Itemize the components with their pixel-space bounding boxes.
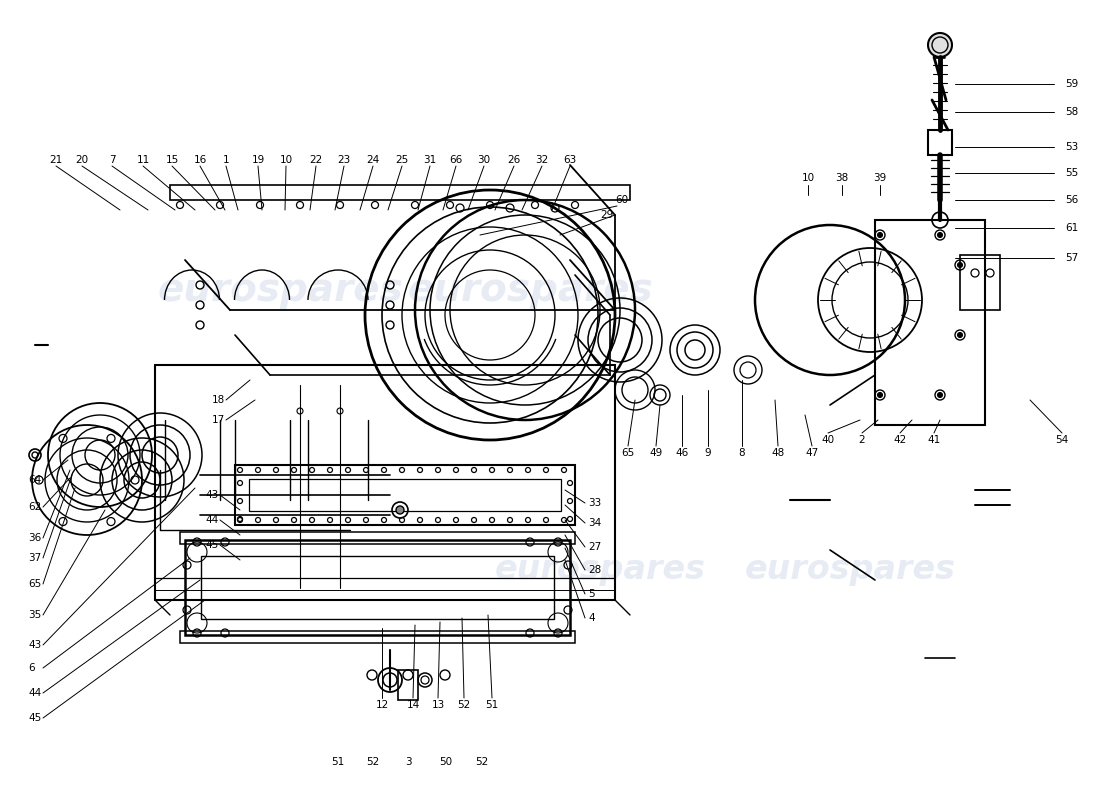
Bar [249,479,561,511]
Text: 5: 5 [588,589,595,599]
Text: 36: 36 [28,533,42,543]
Circle shape [878,393,882,398]
Text: 60: 60 [615,195,628,205]
Text: 42: 42 [893,435,906,445]
Bar [180,532,575,544]
Bar [180,631,575,643]
Bar [398,670,418,700]
Text: 41: 41 [927,435,940,445]
Text: eurospares: eurospares [157,271,403,309]
Text: 24: 24 [366,155,379,165]
Text: 52: 52 [475,757,488,767]
Text: 9: 9 [705,448,712,458]
Text: 55: 55 [1065,168,1078,178]
Text: 29: 29 [601,210,614,220]
Text: 44: 44 [28,688,42,698]
Text: 10: 10 [802,173,815,183]
Text: 16: 16 [194,155,207,165]
Text: 37: 37 [28,553,42,563]
Text: 53: 53 [1065,142,1078,152]
Text: 33: 33 [588,498,602,508]
Bar [170,185,630,200]
Text: 65: 65 [621,448,635,458]
Text: 43: 43 [206,490,219,500]
Text: 19: 19 [252,155,265,165]
Bar [874,220,984,425]
Text: 40: 40 [822,435,835,445]
Text: 39: 39 [873,173,887,183]
Text: 44: 44 [206,515,219,525]
Text: 23: 23 [338,155,351,165]
Text: 50: 50 [439,757,452,767]
Text: 1: 1 [222,155,229,165]
Text: 28: 28 [588,565,602,575]
Text: eurospares: eurospares [495,554,705,586]
Text: 58: 58 [1065,107,1078,117]
Text: 12: 12 [375,700,388,710]
Text: 63: 63 [563,155,576,165]
Text: 46: 46 [675,448,689,458]
Text: 45: 45 [206,540,219,550]
Text: 52: 52 [366,757,379,767]
Bar [960,255,1000,310]
Bar [235,465,575,525]
Text: 30: 30 [477,155,491,165]
Circle shape [957,262,962,267]
Text: 62: 62 [28,502,42,512]
Text: 20: 20 [76,155,89,165]
Text: 17: 17 [211,415,224,425]
Text: 65: 65 [28,579,42,589]
Text: 43: 43 [28,640,42,650]
Text: 11: 11 [136,155,150,165]
Circle shape [957,333,962,338]
Text: 38: 38 [835,173,848,183]
Text: 51: 51 [485,700,498,710]
Text: 32: 32 [536,155,549,165]
Text: 48: 48 [771,448,784,458]
Text: 51: 51 [331,757,344,767]
Text: 22: 22 [309,155,322,165]
Text: 6: 6 [28,663,34,673]
Text: 7: 7 [109,155,116,165]
Bar [928,130,952,155]
Text: eurospares: eurospares [745,554,956,586]
Text: 56: 56 [1065,195,1078,205]
Text: 35: 35 [28,610,42,620]
Text: 10: 10 [279,155,293,165]
Text: 13: 13 [431,700,444,710]
Text: 4: 4 [588,613,595,623]
Text: 2: 2 [859,435,866,445]
Text: 61: 61 [1065,223,1078,233]
Circle shape [937,393,943,398]
Text: 64: 64 [28,475,42,485]
Text: 57: 57 [1065,253,1078,263]
Text: 59: 59 [1065,79,1078,89]
Circle shape [937,233,943,238]
Circle shape [928,33,952,57]
Text: 8: 8 [739,448,746,458]
Text: 26: 26 [507,155,520,165]
Text: eurospares: eurospares [407,271,653,309]
Text: 45: 45 [28,713,42,723]
Circle shape [396,506,404,514]
Text: 52: 52 [458,700,471,710]
Bar [185,540,570,635]
Text: 15: 15 [165,155,178,165]
Text: 54: 54 [1055,435,1068,445]
Text: 66: 66 [450,155,463,165]
Circle shape [878,233,882,238]
Text: 21: 21 [50,155,63,165]
Text: 31: 31 [424,155,437,165]
Bar [201,556,554,619]
Text: 47: 47 [805,448,818,458]
Text: 27: 27 [588,542,602,552]
Text: 14: 14 [406,700,419,710]
Text: 34: 34 [588,518,602,528]
Text: 49: 49 [649,448,662,458]
Text: 3: 3 [405,757,411,767]
Text: 25: 25 [395,155,408,165]
Text: 18: 18 [211,395,224,405]
